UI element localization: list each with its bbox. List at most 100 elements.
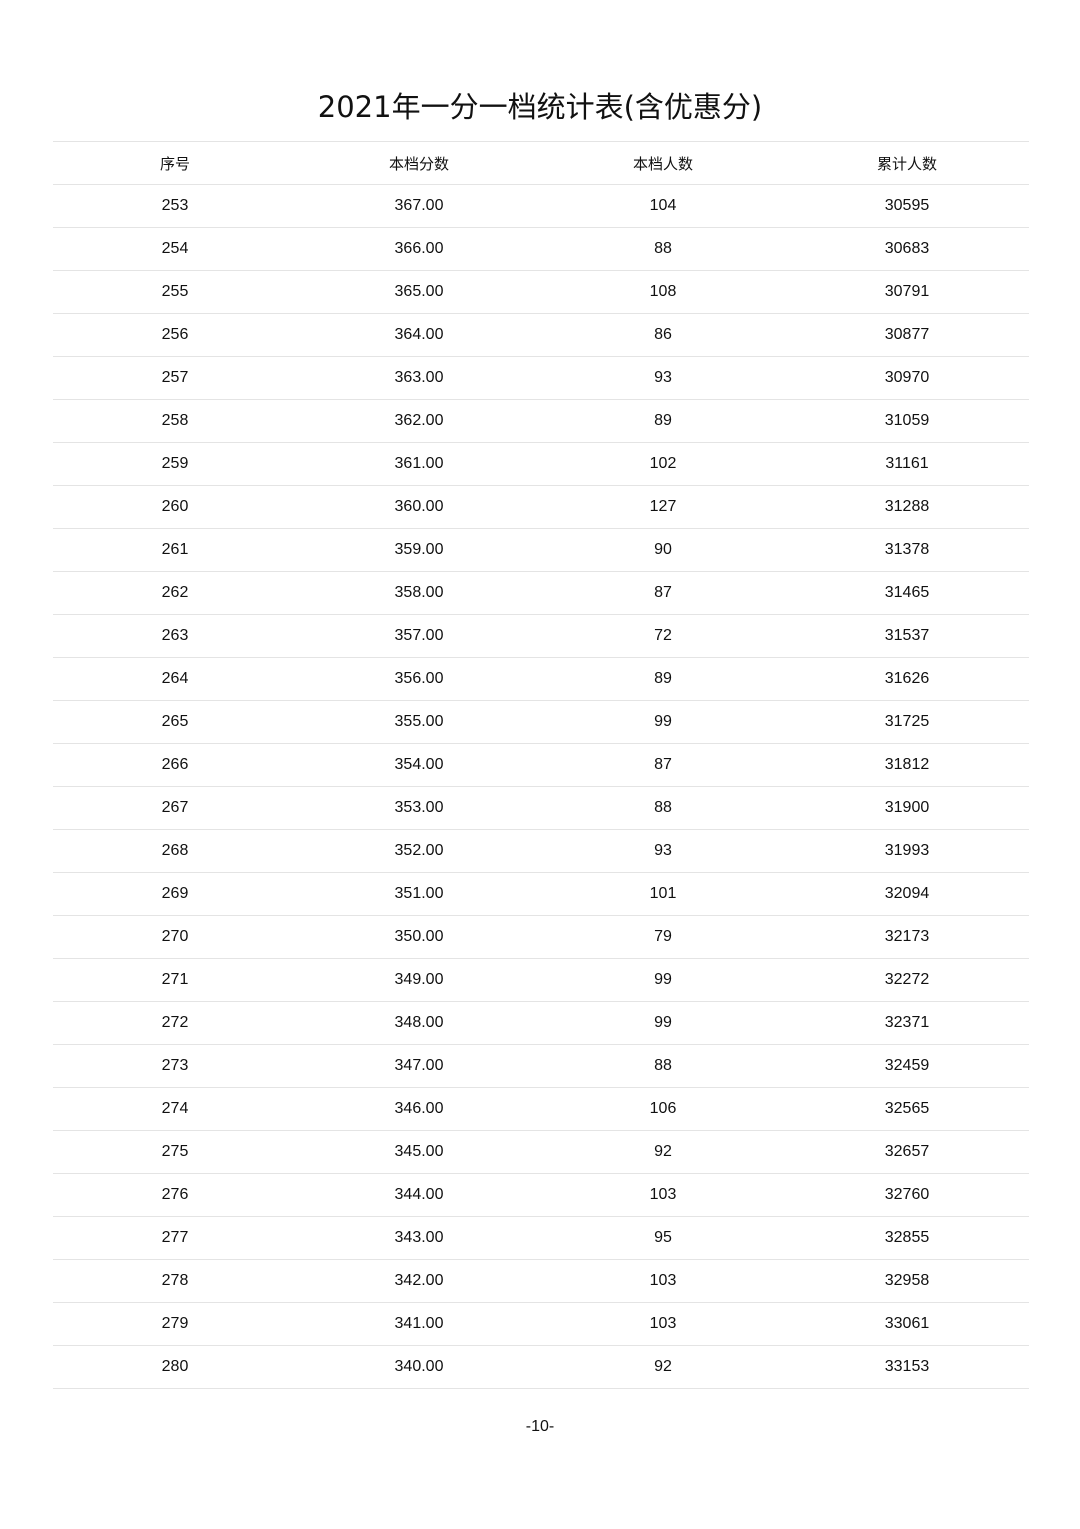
cell-score: 353.00 — [297, 786, 541, 830]
cell-rank: 269 — [53, 872, 297, 916]
score-table: 序号 本档分数 本档人数 累计人数 253 367.00 104 30595 254 36… — [53, 141, 1029, 1389]
cell-count: 95 — [541, 1216, 785, 1260]
cell-rank: 255 — [53, 270, 297, 314]
cell-count: 72 — [541, 614, 785, 658]
table-row: 268 352.00 93 31993 — [53, 829, 1029, 873]
table-row: 272 348.00 99 32371 — [53, 1001, 1029, 1045]
table-row: 260 360.00 127 31288 — [53, 485, 1029, 529]
cell-count: 108 — [541, 270, 785, 314]
cell-count: 88 — [541, 227, 785, 271]
table-row: 280 340.00 92 33153 — [53, 1345, 1029, 1389]
cell-count: 104 — [541, 184, 785, 228]
cell-cumulative: 31059 — [785, 399, 1029, 443]
cell-count: 89 — [541, 657, 785, 701]
cell-cumulative: 32272 — [785, 958, 1029, 1002]
cell-rank: 253 — [53, 184, 297, 228]
table-row: 279 341.00 103 33061 — [53, 1302, 1029, 1346]
cell-count: 99 — [541, 958, 785, 1002]
cell-cumulative: 30683 — [785, 227, 1029, 271]
cell-count: 89 — [541, 399, 785, 443]
table-row: 271 349.00 99 32272 — [53, 958, 1029, 1002]
cell-count: 103 — [541, 1259, 785, 1303]
cell-cumulative: 32094 — [785, 872, 1029, 916]
table-header-row: 序号 本档分数 本档人数 累计人数 — [53, 141, 1029, 185]
cell-cumulative: 32958 — [785, 1259, 1029, 1303]
cell-score: 351.00 — [297, 872, 541, 916]
cell-score: 354.00 — [297, 743, 541, 787]
cell-rank: 273 — [53, 1044, 297, 1088]
cell-rank: 280 — [53, 1345, 297, 1389]
table-row: 274 346.00 106 32565 — [53, 1087, 1029, 1131]
cell-rank: 254 — [53, 227, 297, 271]
cell-score: 350.00 — [297, 915, 541, 959]
cell-cumulative: 31626 — [785, 657, 1029, 701]
cell-score: 340.00 — [297, 1345, 541, 1389]
cell-cumulative: 31288 — [785, 485, 1029, 529]
cell-rank: 279 — [53, 1302, 297, 1346]
cell-count: 92 — [541, 1130, 785, 1174]
cell-cumulative: 30970 — [785, 356, 1029, 400]
cell-count: 106 — [541, 1087, 785, 1131]
cell-score: 361.00 — [297, 442, 541, 486]
cell-count: 86 — [541, 313, 785, 357]
cell-rank: 271 — [53, 958, 297, 1002]
cell-cumulative: 31900 — [785, 786, 1029, 830]
cell-score: 367.00 — [297, 184, 541, 228]
cell-score: 360.00 — [297, 485, 541, 529]
cell-score: 347.00 — [297, 1044, 541, 1088]
cell-score: 359.00 — [297, 528, 541, 572]
cell-rank: 268 — [53, 829, 297, 873]
cell-score: 362.00 — [297, 399, 541, 443]
table-row: 266 354.00 87 31812 — [53, 743, 1029, 787]
cell-cumulative: 31812 — [785, 743, 1029, 787]
cell-rank: 270 — [53, 915, 297, 959]
cell-rank: 278 — [53, 1259, 297, 1303]
cell-rank: 266 — [53, 743, 297, 787]
cell-cumulative: 31993 — [785, 829, 1029, 873]
cell-cumulative: 33153 — [785, 1345, 1029, 1389]
table-row: 270 350.00 79 32173 — [53, 915, 1029, 959]
cell-count: 93 — [541, 829, 785, 873]
cell-rank: 263 — [53, 614, 297, 658]
cell-cumulative: 32855 — [785, 1216, 1029, 1260]
cell-count: 93 — [541, 356, 785, 400]
cell-count: 99 — [541, 1001, 785, 1045]
cell-score: 366.00 — [297, 227, 541, 271]
cell-cumulative: 31465 — [785, 571, 1029, 615]
cell-count: 103 — [541, 1302, 785, 1346]
cell-score: 356.00 — [297, 657, 541, 701]
cell-count: 79 — [541, 915, 785, 959]
header-rank: 序号 — [53, 141, 297, 185]
cell-rank: 274 — [53, 1087, 297, 1131]
table-row: 277 343.00 95 32855 — [53, 1216, 1029, 1260]
cell-cumulative: 32760 — [785, 1173, 1029, 1217]
cell-count: 127 — [541, 485, 785, 529]
table-row: 261 359.00 90 31378 — [53, 528, 1029, 572]
cell-score: 352.00 — [297, 829, 541, 873]
cell-rank: 265 — [53, 700, 297, 744]
cell-cumulative: 31725 — [785, 700, 1029, 744]
cell-score: 341.00 — [297, 1302, 541, 1346]
table-row: 264 356.00 89 31626 — [53, 657, 1029, 701]
header-score: 本档分数 — [297, 141, 541, 185]
cell-rank: 256 — [53, 313, 297, 357]
header-cumulative: 累计人数 — [785, 141, 1029, 185]
cell-score: 355.00 — [297, 700, 541, 744]
cell-count: 92 — [541, 1345, 785, 1389]
cell-score: 345.00 — [297, 1130, 541, 1174]
cell-score: 344.00 — [297, 1173, 541, 1217]
cell-rank: 267 — [53, 786, 297, 830]
cell-score: 357.00 — [297, 614, 541, 658]
cell-count: 88 — [541, 786, 785, 830]
table-row: 276 344.00 103 32760 — [53, 1173, 1029, 1217]
table-row: 256 364.00 86 30877 — [53, 313, 1029, 357]
cell-count: 102 — [541, 442, 785, 486]
cell-score: 358.00 — [297, 571, 541, 615]
header-count: 本档人数 — [541, 141, 785, 185]
table-row: 257 363.00 93 30970 — [53, 356, 1029, 400]
cell-cumulative: 30595 — [785, 184, 1029, 228]
table-row: 255 365.00 108 30791 — [53, 270, 1029, 314]
cell-score: 363.00 — [297, 356, 541, 400]
table-row: 275 345.00 92 32657 — [53, 1130, 1029, 1174]
cell-rank: 259 — [53, 442, 297, 486]
